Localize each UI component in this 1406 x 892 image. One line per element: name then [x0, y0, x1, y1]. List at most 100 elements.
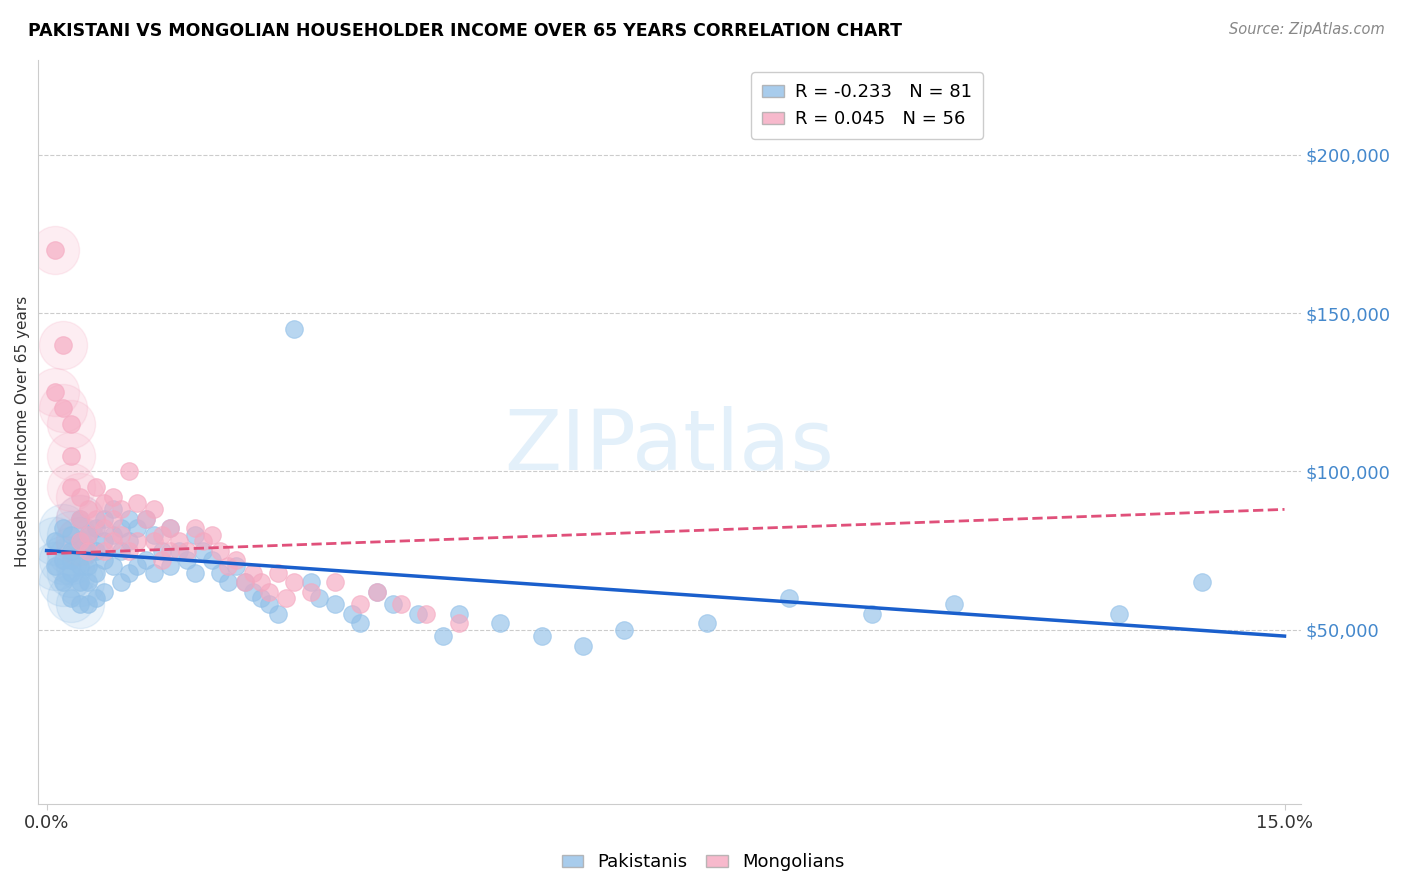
Point: [76, 527, 98, 541]
Point: [76, 559, 98, 574]
Point: [127, 496, 149, 510]
Point: [943, 598, 966, 612]
Point: [250, 591, 273, 606]
Point: [44, 243, 66, 257]
Point: [366, 584, 388, 599]
Point: [84, 543, 107, 558]
Point: [69, 559, 91, 574]
Point: [52, 521, 75, 535]
Point: [60, 553, 83, 567]
Point: [60, 543, 83, 558]
Point: [118, 566, 141, 580]
Point: [69, 598, 91, 612]
Point: [308, 591, 330, 606]
Text: ZIPatlas: ZIPatlas: [505, 406, 835, 487]
Point: [259, 584, 281, 599]
Point: [60, 543, 83, 558]
Point: [176, 543, 198, 558]
Point: [110, 543, 132, 558]
Point: [259, 598, 281, 612]
Point: [93, 534, 115, 549]
Point: [60, 591, 83, 606]
Point: [349, 616, 371, 631]
Legend: Pakistanis, Mongolians: Pakistanis, Mongolians: [554, 847, 852, 879]
Point: [860, 607, 883, 621]
Point: [266, 607, 288, 621]
Point: [127, 534, 149, 549]
Point: [101, 490, 124, 504]
Point: [489, 616, 512, 631]
Point: [44, 385, 66, 400]
Point: [127, 521, 149, 535]
Point: [60, 449, 83, 463]
Point: [93, 543, 115, 558]
Point: [44, 243, 66, 257]
Point: [201, 527, 224, 541]
Point: [778, 591, 800, 606]
Point: [69, 512, 91, 526]
Point: [60, 417, 83, 431]
Point: [44, 534, 66, 549]
Point: [60, 566, 83, 580]
Point: [84, 512, 107, 526]
Point: [340, 607, 363, 621]
Point: [69, 512, 91, 526]
Point: [159, 521, 181, 535]
Point: [52, 575, 75, 590]
Point: [69, 512, 91, 526]
Point: [135, 512, 157, 526]
Point: [118, 534, 141, 549]
Point: [193, 543, 215, 558]
Point: [110, 502, 132, 516]
Point: [76, 543, 98, 558]
Point: [118, 464, 141, 478]
Point: [135, 553, 157, 567]
Legend: R = -0.233   N = 81, R = 0.045   N = 56: R = -0.233 N = 81, R = 0.045 N = 56: [751, 72, 983, 139]
Point: [208, 566, 231, 580]
Point: [69, 534, 91, 549]
Point: [432, 629, 454, 643]
Point: [274, 591, 297, 606]
Point: [76, 543, 98, 558]
Point: [225, 553, 247, 567]
Point: [110, 527, 132, 541]
Point: [69, 490, 91, 504]
Point: [391, 598, 413, 612]
Point: [69, 598, 91, 612]
Point: [44, 385, 66, 400]
Point: [613, 623, 636, 637]
Y-axis label: Householder Income Over 65 years: Householder Income Over 65 years: [15, 296, 30, 567]
Point: [76, 527, 98, 541]
Point: [167, 543, 190, 558]
Point: [159, 521, 181, 535]
Point: [184, 566, 207, 580]
Point: [52, 521, 75, 535]
Point: [283, 322, 305, 336]
Point: [69, 575, 91, 590]
Point: [159, 559, 181, 574]
Point: [101, 502, 124, 516]
Point: [52, 553, 75, 567]
Point: [349, 598, 371, 612]
Point: [52, 337, 75, 351]
Point: [184, 521, 207, 535]
Point: [142, 527, 165, 541]
Point: [127, 559, 149, 574]
Point: [208, 543, 231, 558]
Point: [69, 534, 91, 549]
Point: [69, 575, 91, 590]
Point: [167, 534, 190, 549]
Point: [150, 527, 173, 541]
Point: [142, 566, 165, 580]
Point: [449, 607, 471, 621]
Point: [93, 521, 115, 535]
Text: PAKISTANI VS MONGOLIAN HOUSEHOLDER INCOME OVER 65 YEARS CORRELATION CHART: PAKISTANI VS MONGOLIAN HOUSEHOLDER INCOM…: [28, 22, 903, 40]
Point: [406, 607, 429, 621]
Point: [52, 401, 75, 415]
Point: [69, 534, 91, 549]
Point: [93, 496, 115, 510]
Point: [572, 639, 595, 653]
Point: [84, 591, 107, 606]
Point: [415, 607, 437, 621]
Point: [696, 616, 718, 631]
